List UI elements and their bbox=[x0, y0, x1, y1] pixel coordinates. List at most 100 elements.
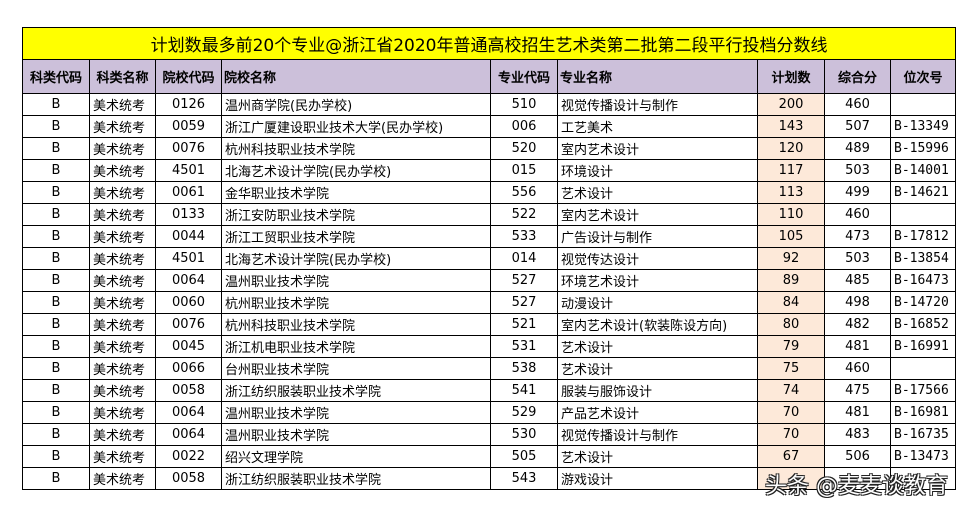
header-rank: 位次号 bbox=[889, 59, 957, 94]
title-row: 计划数最多前20个专业@浙江省2020年普通高校招生艺术类第二批第二段平行投档分… bbox=[21, 27, 957, 60]
cell-school-code: 0044 bbox=[155, 225, 222, 248]
cell-school-code: 0045 bbox=[155, 335, 222, 358]
cell-score: 503 bbox=[824, 159, 891, 182]
cell-school-code: 0064 bbox=[155, 423, 222, 446]
cell-subject-name: 美术统考 bbox=[89, 423, 156, 446]
cell-school-name: 浙江纺织服装职业技术学院 bbox=[221, 379, 491, 402]
cell-major-code: 520 bbox=[490, 137, 558, 160]
cell-score: 460 bbox=[824, 203, 891, 226]
cell-school-code: 0064 bbox=[155, 401, 222, 424]
cell-major-code: 529 bbox=[490, 401, 558, 424]
cell-subject-name: 美术统考 bbox=[89, 291, 156, 314]
header-major-code: 专业代码 bbox=[490, 59, 558, 94]
cell-score: 460 bbox=[824, 357, 891, 380]
cell-plan-count: 120 bbox=[757, 137, 825, 160]
cell-score: 481 bbox=[824, 335, 891, 358]
cell-school-name: 温州职业技术学院 bbox=[221, 423, 491, 446]
cell-major-code: 015 bbox=[490, 159, 558, 182]
cell-score: 483 bbox=[824, 423, 891, 446]
cell-school-code: 0058 bbox=[155, 467, 222, 490]
cell-major-code: 510 bbox=[490, 93, 558, 116]
cell-rank: B-16852 bbox=[889, 313, 957, 336]
cell-rank: B-16981 bbox=[889, 401, 957, 424]
cell-score: 482 bbox=[824, 313, 891, 336]
cell-school-name: 温州商学院(民办学校) bbox=[221, 93, 491, 116]
cell-school-code: 4501 bbox=[155, 247, 222, 270]
cell-subject-code: B bbox=[22, 423, 90, 446]
cell-major-code: 014 bbox=[490, 247, 558, 270]
cell-subject-name: 美术统考 bbox=[89, 159, 156, 182]
cell-subject-code: B bbox=[22, 247, 90, 270]
cell-rank: B-14001 bbox=[889, 159, 957, 182]
cell-rank bbox=[889, 93, 957, 116]
cell-major-code: 505 bbox=[490, 445, 558, 468]
cell-school-code: 0059 bbox=[155, 115, 222, 138]
cell-school-code: 0126 bbox=[155, 93, 222, 116]
cell-major-name: 艺术设计 bbox=[557, 181, 758, 204]
cell-subject-name: 美术统考 bbox=[89, 335, 156, 358]
cell-school-code: 0066 bbox=[155, 357, 222, 380]
cell-score: 499 bbox=[824, 181, 891, 204]
cell-major-name: 艺术设计 bbox=[557, 445, 758, 468]
table-row: B 美术统考 0064 温州职业技术学院 529 产品艺术设计 70 481 B-16981 bbox=[22, 401, 957, 424]
header-plan-count: 计划数 bbox=[757, 59, 825, 94]
cell-school-name: 浙江安防职业技术学院 bbox=[221, 203, 491, 226]
table-row: B 美术统考 0060 杭州职业技术学院 527 动漫设计 84 498 B-14720 bbox=[22, 291, 957, 314]
cell-score: 485 bbox=[824, 269, 891, 292]
cell-plan-count: 70 bbox=[757, 401, 825, 424]
cell-score: 498 bbox=[824, 291, 891, 314]
cell-rank: B-13473 bbox=[889, 445, 957, 468]
table-row: B 美术统考 0076 杭州科技职业技术学院 520 室内艺术设计 120 489 B-1599… bbox=[22, 137, 957, 160]
cell-score: 506 bbox=[824, 445, 891, 468]
header-score: 综合分 bbox=[824, 59, 891, 94]
table-row: B 美术统考 0061 金华职业技术学院 556 艺术设计 113 499 B-14621 bbox=[22, 181, 957, 204]
cell-plan-count: 117 bbox=[757, 159, 825, 182]
cell-school-name: 杭州科技职业技术学院 bbox=[221, 137, 491, 160]
header-school-code: 院校代码 bbox=[155, 59, 222, 94]
table-row: B 美术统考 0076 杭州科技职业技术学院 521 室内艺术设计(软装陈设方向) 80 48… bbox=[22, 313, 957, 336]
cell-school-name: 台州职业技术学院 bbox=[221, 357, 491, 380]
cell-major-name: 产品艺术设计 bbox=[557, 401, 758, 424]
cell-major-code: 530 bbox=[490, 423, 558, 446]
cell-subject-code: B bbox=[22, 291, 90, 314]
cell-plan-count: 200 bbox=[757, 93, 825, 116]
cell-subject-code: B bbox=[22, 445, 90, 468]
table-row: B 美术统考 0044 浙江工贸职业技术学院 533 广告设计与制作 105 473 B-178… bbox=[22, 225, 957, 248]
cell-subject-name: 美术统考 bbox=[89, 379, 156, 402]
cell-plan-count: 105 bbox=[757, 225, 825, 248]
cell-subject-name: 美术统考 bbox=[89, 357, 156, 380]
cell-school-code: 0076 bbox=[155, 137, 222, 160]
cell-subject-name: 美术统考 bbox=[89, 269, 156, 292]
cell-score: 475 bbox=[824, 379, 891, 402]
cell-major-code: 543 bbox=[490, 467, 558, 490]
cell-major-name: 动漫设计 bbox=[557, 291, 758, 314]
cell-subject-code: B bbox=[22, 93, 90, 116]
cell-school-name: 北海艺术设计学院(民办学校) bbox=[221, 159, 491, 182]
cell-major-code: 531 bbox=[490, 335, 558, 358]
table-row: B 美术统考 4501 北海艺术设计学院(民办学校) 014 视觉传达设计 92 503 B-1… bbox=[22, 247, 957, 270]
cell-major-code: 538 bbox=[490, 357, 558, 380]
cell-subject-code: B bbox=[22, 313, 90, 336]
cell-school-name: 绍兴文理学院 bbox=[221, 445, 491, 468]
cell-score: 503 bbox=[824, 247, 891, 270]
header-major-name: 专业名称 bbox=[557, 59, 758, 94]
table-row: B 美术统考 0058 浙江纺织服装职业技术学院 543 游戏设计 bbox=[22, 467, 957, 490]
table-row: B 美术统考 4501 北海艺术设计学院(民办学校) 015 环境设计 117 503 B-14… bbox=[22, 159, 957, 182]
cell-rank: B-15996 bbox=[889, 137, 957, 160]
cell-subject-name: 美术统考 bbox=[89, 203, 156, 226]
cell-subject-code: B bbox=[22, 379, 90, 402]
cell-school-code: 0133 bbox=[155, 203, 222, 226]
table-row: B 美术统考 0022 绍兴文理学院 505 艺术设计 67 506 B-13473 bbox=[22, 445, 957, 468]
cell-score: 507 bbox=[824, 115, 891, 138]
cell-rank: B-16473 bbox=[889, 269, 957, 292]
cell-subject-name: 美术统考 bbox=[89, 93, 156, 116]
cell-rank: B-17812 bbox=[889, 225, 957, 248]
cell-major-name: 艺术设计 bbox=[557, 335, 758, 358]
table-title: 计划数最多前20个专业@浙江省2020年普通高校招生艺术类第二批第二段平行投档分… bbox=[21, 27, 957, 60]
table-row: B 美术统考 0064 温州职业技术学院 527 环境艺术设计 89 485 B-16473 bbox=[22, 269, 957, 292]
cell-subject-name: 美术统考 bbox=[89, 181, 156, 204]
cell-major-name: 视觉传播设计与制作 bbox=[557, 423, 758, 446]
cell-plan-count: 67 bbox=[757, 445, 825, 468]
cell-subject-code: B bbox=[22, 335, 90, 358]
cell-subject-code: B bbox=[22, 357, 90, 380]
